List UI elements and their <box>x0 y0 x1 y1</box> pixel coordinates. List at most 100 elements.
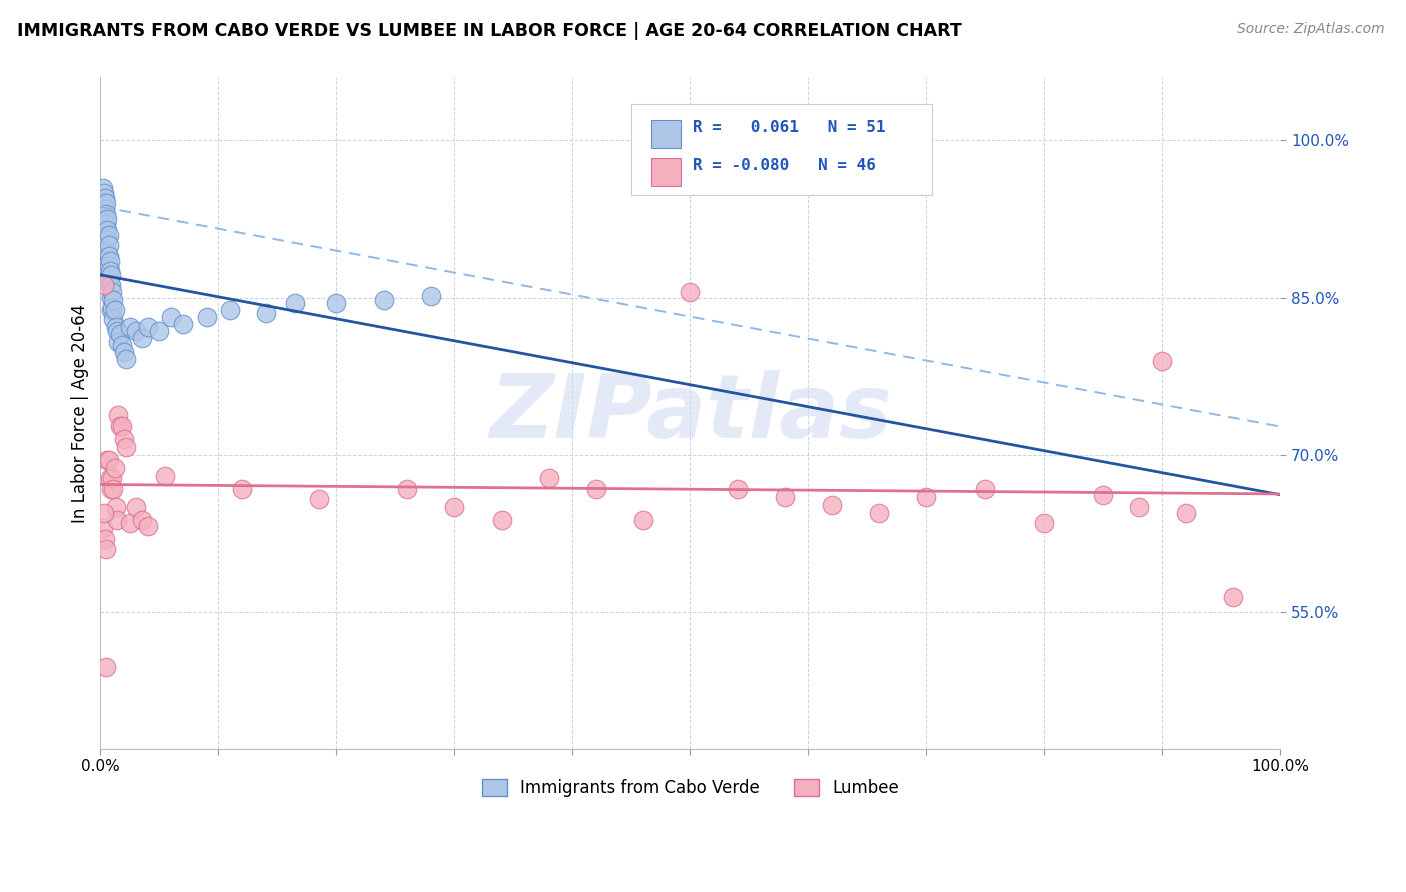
Point <box>148 324 170 338</box>
Point <box>94 202 117 216</box>
Point <box>679 285 702 300</box>
Point <box>325 296 347 310</box>
Point <box>103 303 125 318</box>
Point <box>1092 488 1115 502</box>
Point <box>136 519 159 533</box>
Point <box>1152 353 1174 368</box>
Text: Source: ZipAtlas.com: Source: ZipAtlas.com <box>1237 22 1385 37</box>
Point <box>101 301 124 316</box>
Point <box>98 254 121 268</box>
Point <box>97 269 120 284</box>
Point <box>631 513 654 527</box>
Point <box>115 440 138 454</box>
Point <box>107 334 129 349</box>
Point <box>821 499 844 513</box>
Point <box>172 317 194 331</box>
Point <box>118 320 141 334</box>
Point <box>97 453 120 467</box>
Bar <box>651 158 681 186</box>
Point <box>155 469 177 483</box>
Y-axis label: In Labor Force | Age 20-64: In Labor Force | Age 20-64 <box>72 303 89 523</box>
Point <box>98 264 121 278</box>
Point <box>103 460 125 475</box>
Text: IMMIGRANTS FROM CABO VERDE VS LUMBEE IN LABOR FORCE | AGE 20-64 CORRELATION CHAR: IMMIGRANTS FROM CABO VERDE VS LUMBEE IN … <box>17 22 962 40</box>
Point <box>585 482 607 496</box>
Point <box>93 278 115 293</box>
Point <box>100 482 122 496</box>
Point <box>96 207 118 221</box>
Legend: Immigrants from Cabo Verde, Lumbee: Immigrants from Cabo Verde, Lumbee <box>475 772 905 805</box>
Point <box>1128 500 1150 515</box>
Point <box>103 482 125 496</box>
Point <box>125 324 148 338</box>
Point <box>131 330 153 344</box>
Point <box>773 490 796 504</box>
Point <box>443 500 465 515</box>
Point <box>97 259 120 273</box>
Point <box>96 660 118 674</box>
Point <box>491 513 513 527</box>
Point <box>1033 516 1056 531</box>
Point <box>96 222 118 236</box>
Text: R =   0.061   N = 51: R = 0.061 N = 51 <box>693 120 886 135</box>
Point <box>160 310 183 324</box>
Point <box>96 217 118 231</box>
Point <box>1222 590 1244 604</box>
Point <box>98 278 121 293</box>
Point <box>104 320 127 334</box>
Point <box>103 293 125 307</box>
Point <box>396 482 419 496</box>
Point <box>105 324 128 338</box>
Text: R = -0.080   N = 46: R = -0.080 N = 46 <box>693 158 876 173</box>
Point <box>97 227 120 242</box>
Text: ZIPatlas: ZIPatlas <box>489 369 891 457</box>
Point <box>100 268 122 282</box>
Point <box>112 432 135 446</box>
Point <box>131 513 153 527</box>
Point <box>96 212 118 227</box>
Point <box>1175 506 1198 520</box>
Point <box>96 227 118 242</box>
Point <box>195 310 218 324</box>
Point <box>284 296 307 310</box>
Point <box>103 311 125 326</box>
Point <box>125 500 148 515</box>
Point <box>100 303 122 318</box>
Point <box>136 320 159 334</box>
Point <box>96 233 118 247</box>
Point <box>974 482 997 496</box>
Point <box>91 521 114 535</box>
Point <box>110 418 132 433</box>
Point <box>94 191 117 205</box>
Point <box>105 513 128 527</box>
FancyBboxPatch shape <box>631 104 932 195</box>
Point <box>868 506 890 520</box>
Point <box>254 306 277 320</box>
Point <box>231 482 253 496</box>
Point <box>537 471 560 485</box>
Point <box>93 196 115 211</box>
Point <box>91 180 114 194</box>
Point <box>104 500 127 515</box>
Point <box>110 418 132 433</box>
Point <box>96 453 118 467</box>
Point <box>97 238 120 252</box>
Point <box>98 471 121 485</box>
Point <box>100 291 122 305</box>
Point <box>101 285 124 300</box>
Point <box>110 327 132 342</box>
Point <box>107 408 129 422</box>
Point <box>308 492 330 507</box>
Point <box>115 351 138 366</box>
Point <box>727 482 749 496</box>
Bar <box>651 120 681 148</box>
Point <box>96 196 118 211</box>
Point <box>110 338 132 352</box>
Point <box>96 244 118 258</box>
Point <box>96 542 118 557</box>
Point <box>219 303 242 318</box>
Point <box>93 186 115 200</box>
Point <box>373 293 395 307</box>
Point <box>118 516 141 531</box>
Point <box>94 532 117 546</box>
